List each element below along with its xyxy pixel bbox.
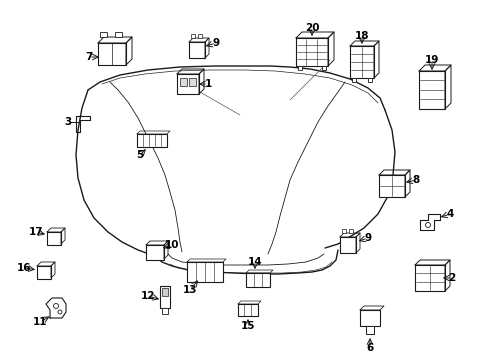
Bar — [198, 34, 202, 38]
Text: 1: 1 — [204, 79, 211, 89]
Text: 3: 3 — [64, 117, 71, 127]
Bar — [238, 304, 258, 316]
Text: 16: 16 — [17, 263, 31, 273]
Bar — [245, 273, 269, 287]
Bar — [378, 175, 404, 197]
Bar — [367, 78, 371, 82]
Bar — [349, 46, 373, 78]
Bar — [351, 78, 355, 82]
Text: 12: 12 — [141, 291, 155, 301]
Bar — [321, 66, 325, 70]
Bar — [162, 288, 168, 296]
Bar — [365, 326, 373, 334]
Circle shape — [53, 303, 59, 309]
Bar — [47, 232, 61, 245]
Text: 9: 9 — [212, 38, 219, 48]
Bar — [186, 262, 223, 282]
Bar — [341, 229, 346, 233]
Text: 8: 8 — [411, 175, 419, 185]
Bar — [348, 229, 352, 233]
Bar — [189, 42, 204, 58]
Bar — [160, 286, 170, 308]
Bar — [177, 74, 199, 94]
Bar — [100, 32, 107, 37]
Bar — [414, 265, 444, 291]
Bar — [137, 134, 167, 147]
Text: 20: 20 — [304, 23, 319, 33]
Circle shape — [58, 310, 62, 314]
Bar — [189, 78, 196, 86]
Text: 17: 17 — [29, 227, 43, 237]
Text: 18: 18 — [354, 31, 368, 41]
Bar — [162, 308, 168, 314]
Text: 4: 4 — [446, 209, 453, 219]
Bar — [418, 71, 444, 109]
Bar — [146, 245, 163, 260]
Bar — [37, 266, 51, 279]
Bar — [339, 237, 355, 253]
Bar — [98, 43, 126, 65]
Bar — [180, 78, 186, 86]
Text: 5: 5 — [136, 150, 143, 160]
Text: 6: 6 — [366, 343, 373, 353]
Text: 15: 15 — [240, 321, 255, 331]
Text: 9: 9 — [364, 233, 371, 243]
Text: 14: 14 — [247, 257, 262, 267]
Bar — [359, 310, 379, 326]
Bar — [191, 34, 195, 38]
Text: 13: 13 — [183, 285, 197, 295]
Text: 7: 7 — [85, 52, 93, 62]
Bar — [297, 66, 302, 70]
Circle shape — [425, 222, 429, 228]
Bar — [295, 38, 327, 66]
Text: 19: 19 — [424, 55, 438, 65]
Text: 10: 10 — [164, 240, 179, 250]
Text: 2: 2 — [447, 273, 455, 283]
Text: 11: 11 — [33, 317, 47, 327]
Bar — [115, 32, 122, 37]
